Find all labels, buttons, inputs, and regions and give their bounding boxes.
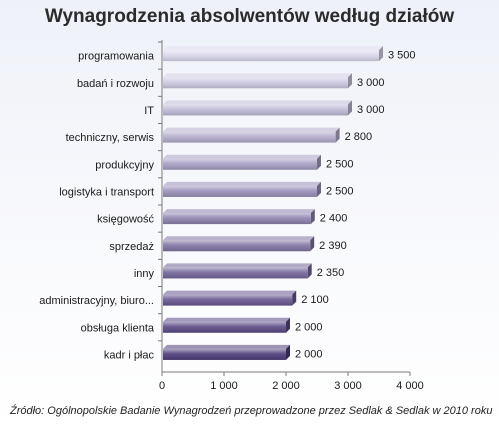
- x-tick-label: 2 000: [272, 380, 300, 392]
- bar-side-face: [310, 236, 315, 252]
- bar-top-face: [163, 181, 321, 186]
- value-label: 2 100: [301, 294, 329, 306]
- category-label: IT: [144, 105, 154, 117]
- value-label: 3 500: [388, 50, 416, 62]
- bar-side-face: [317, 154, 321, 170]
- bar-side-face: [286, 344, 290, 360]
- category-label: inny: [134, 268, 155, 280]
- bar-shine: [163, 213, 311, 225]
- bar-side-face: [310, 209, 315, 225]
- value-label: 2 000: [295, 348, 323, 360]
- bar-top-face: [163, 236, 315, 241]
- x-tick-label: 3 000: [334, 380, 362, 392]
- bar-side-face: [307, 263, 312, 279]
- category-label: obsługa klienta: [81, 322, 155, 334]
- value-label: 2 400: [320, 213, 348, 225]
- bar-shine: [163, 294, 293, 306]
- bar-shine: [163, 158, 317, 170]
- chart-title: Wynagrodzenia absolwentów według działów: [44, 6, 455, 27]
- category-label: kadr i płac: [104, 349, 155, 361]
- bar-top-face: [163, 154, 321, 159]
- bar-side-face: [348, 100, 352, 116]
- bar-top-face: [163, 317, 290, 322]
- bar-top-face: [163, 290, 297, 295]
- bar-side-face: [292, 290, 297, 306]
- value-label: 3 000: [357, 104, 385, 116]
- category-label: księgowość: [97, 214, 154, 226]
- value-label: 3 000: [357, 77, 385, 89]
- bar-shine: [163, 185, 317, 197]
- category-label: sprzedaż: [109, 241, 154, 253]
- bar-top-face: [163, 100, 352, 105]
- bar-top-face: [163, 344, 290, 349]
- bars-layer: [163, 46, 383, 360]
- bar-side-face: [286, 317, 290, 333]
- chart-source-note: Źródło: Ogólnopolskie Badanie Wynagrodze…: [10, 405, 493, 417]
- value-label: 2 000: [295, 321, 323, 333]
- value-label: 2 500: [326, 158, 354, 170]
- bar-top-face: [163, 209, 315, 214]
- bar-top-face: [163, 73, 352, 78]
- axis-layer: 0 1 000 2 000 3 000 4 000: [158, 40, 424, 392]
- category-label: administracyjny, biuro...: [39, 295, 154, 307]
- category-label: techniczny, serwis: [66, 132, 155, 144]
- bar-side-face: [348, 73, 352, 89]
- bar-side-face: [335, 127, 340, 143]
- bar-shine: [163, 240, 311, 252]
- labels-layer: programowania 3 500 badań i rozwoju 3 000 IT…: [39, 50, 415, 362]
- value-label: 2 350: [317, 267, 345, 279]
- category-label: logistyka i transport: [59, 186, 154, 198]
- x-tick-label: 0: [159, 380, 165, 392]
- x-tick-label: 4 000: [396, 380, 424, 392]
- bar-side-face: [317, 181, 321, 197]
- bar-shine: [163, 131, 336, 143]
- bar-side-face: [379, 46, 383, 62]
- bar-top-face: [163, 127, 340, 132]
- category-label: produkcyjny: [95, 159, 154, 171]
- bar-shine: [163, 77, 348, 89]
- value-label: 2 500: [326, 185, 354, 197]
- bar-top-face: [163, 46, 383, 51]
- x-tick-label: 1 000: [210, 380, 238, 392]
- bar-shine: [163, 50, 379, 62]
- category-label: programowania: [78, 51, 155, 63]
- value-label: 2 390: [319, 240, 347, 252]
- bar-shine: [163, 104, 348, 116]
- bar-shine: [163, 267, 308, 279]
- bar-top-face: [163, 263, 312, 268]
- bar-shine: [163, 348, 286, 360]
- category-label: badań i rozwoju: [77, 78, 154, 90]
- bar-shine: [163, 321, 286, 333]
- value-label: 2 800: [345, 131, 373, 143]
